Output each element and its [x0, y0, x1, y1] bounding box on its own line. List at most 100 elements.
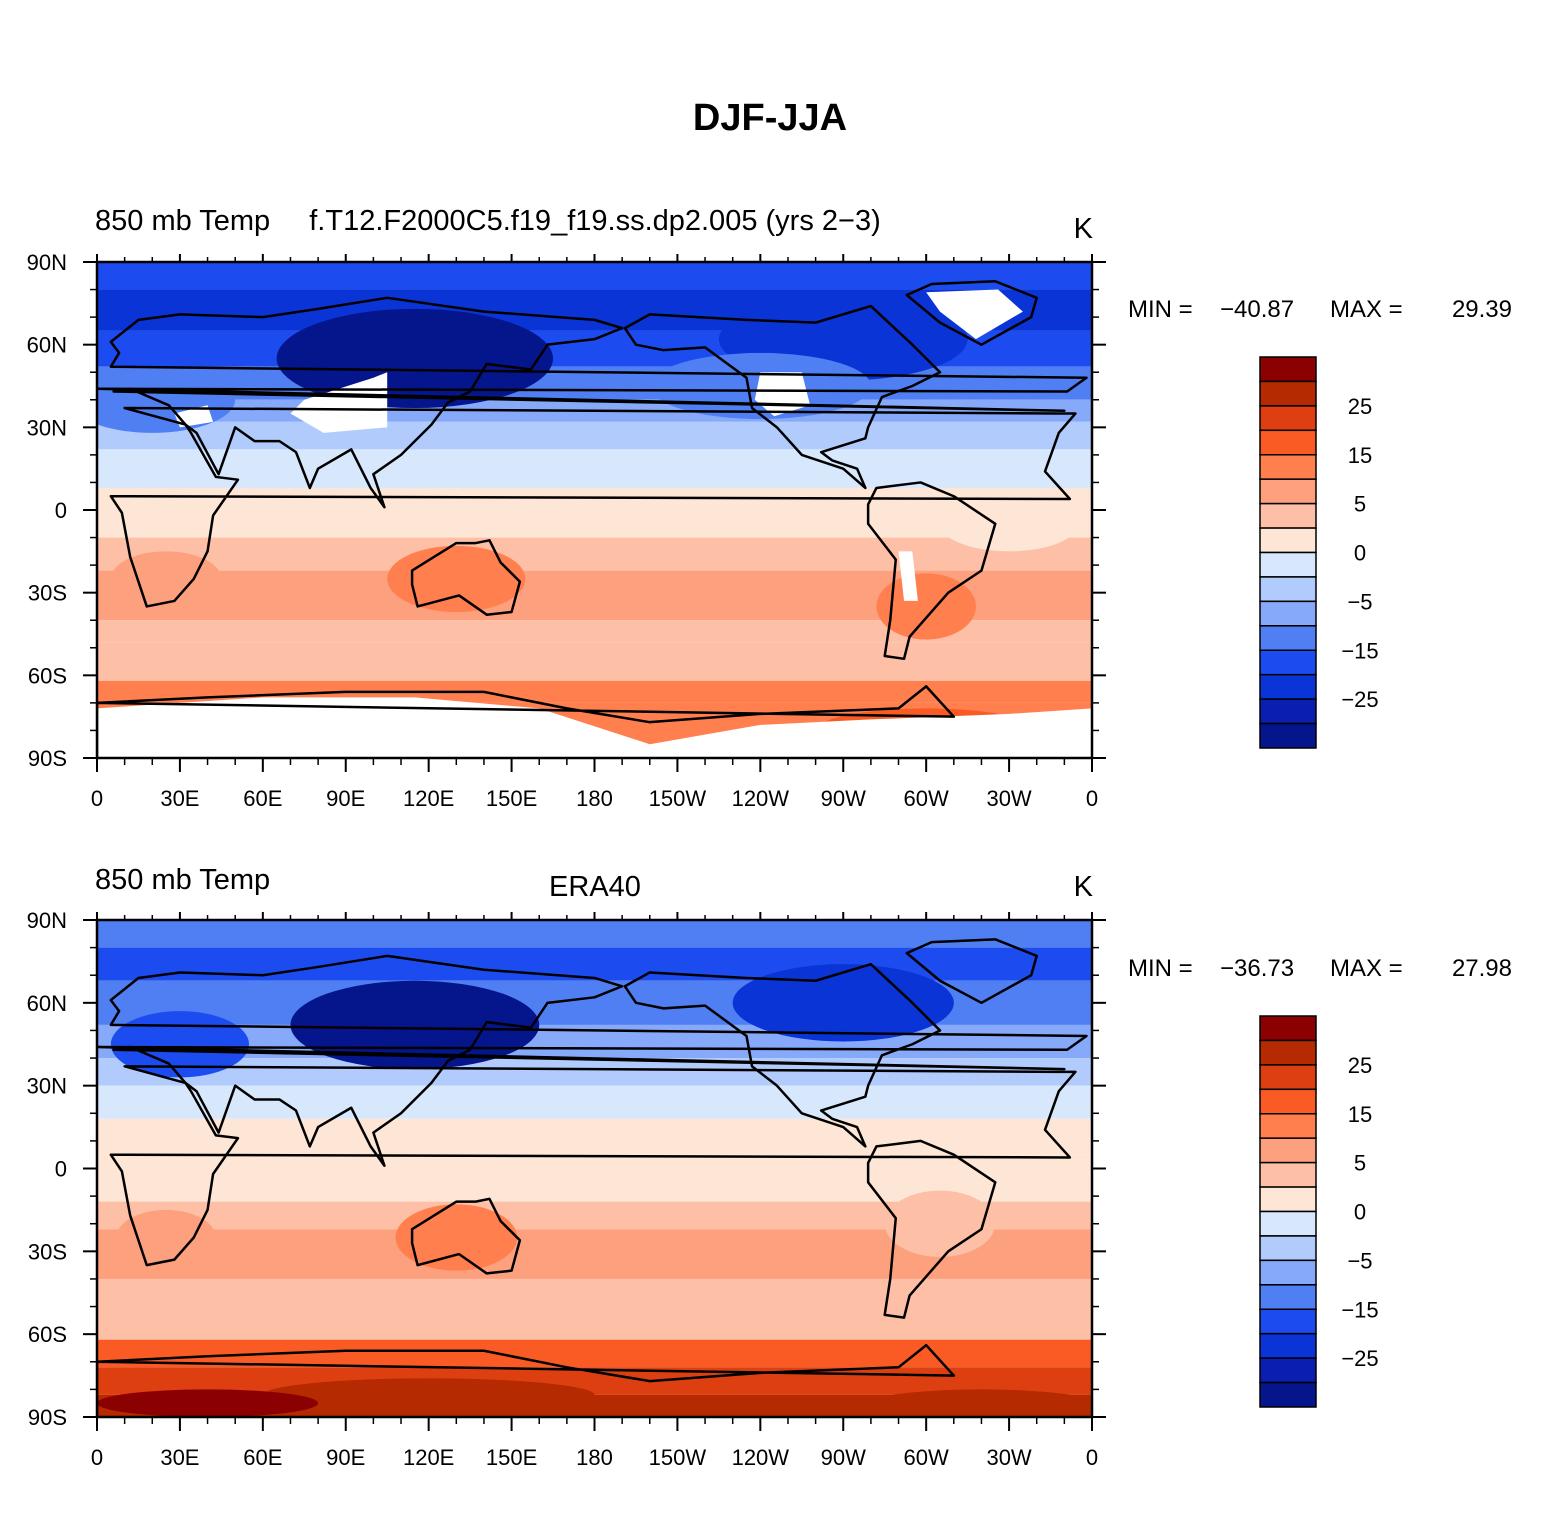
missing-data-region	[898, 551, 918, 601]
missing-data-region	[926, 289, 1023, 340]
y-tick-label: 90S	[28, 746, 67, 771]
panel-left-label: 850 mb Temp	[95, 864, 270, 896]
coastline-africa	[109, 406, 1077, 608]
colorbar-swatch	[1259, 1137, 1317, 1164]
y-tick-label: 90N	[27, 250, 67, 275]
coastline-australia	[410, 1197, 522, 1275]
temperature-band	[97, 642, 1092, 681]
temperature-band	[97, 680, 1092, 703]
max-label: MAX =	[1330, 955, 1403, 982]
temperature-band	[97, 1085, 1092, 1119]
colorbar-label: 0	[1354, 541, 1366, 566]
colorbar-swatch	[1259, 454, 1317, 480]
colorbar-label: 5	[1354, 1151, 1366, 1176]
min-max-stats: MIN = −40.87 MAX = 29.39	[1128, 296, 1512, 323]
colorbar-swatch	[1259, 1210, 1317, 1237]
x-tick-label: 60W	[904, 1445, 949, 1470]
colorbar-swatch	[1259, 405, 1317, 432]
coastline-greenland	[905, 938, 1038, 1005]
x-tick-label: 0	[1086, 1445, 1098, 1470]
temperature-band	[97, 537, 1092, 571]
temperature-band	[97, 920, 1092, 948]
coastline-greenland	[905, 280, 1038, 346]
x-tick-label: 120E	[403, 1445, 454, 1470]
panel-units-label: K	[1074, 213, 1094, 245]
colorbar-label: −25	[1341, 687, 1378, 712]
colorbar-swatch	[1259, 1308, 1317, 1335]
colorbar-swatch	[1259, 1064, 1317, 1091]
coastline-eurasia	[97, 296, 1088, 509]
colorbar-label: −25	[1341, 1346, 1378, 1371]
temperature-anomaly	[732, 964, 954, 1042]
colorbar-swatch	[1259, 551, 1317, 578]
x-tick-label: 30W	[986, 786, 1031, 811]
colorbar-swatch	[1259, 380, 1317, 407]
y-tick-label: 0	[55, 1157, 67, 1182]
colorbar-label: 0	[1354, 1200, 1366, 1225]
panel-left-label: 850 mb Temp	[95, 205, 270, 237]
min-label: MIN =	[1128, 955, 1193, 982]
coastline-namerica	[623, 304, 942, 490]
temperature-anomaly	[884, 1190, 996, 1257]
colorbar-swatch	[1259, 1357, 1317, 1384]
temperature-map	[97, 262, 1092, 758]
x-tick-label: 90W	[821, 786, 866, 811]
x-tick-label: 120W	[732, 1445, 790, 1470]
colorbar-swatch	[1259, 1235, 1317, 1262]
map-axes: 0 30E 60E 90E 120E 150E 180 150W 120W 90W 60W 30W 09…	[27, 250, 1106, 811]
coastline-samerica	[866, 1139, 997, 1319]
x-tick-label: 180	[576, 1445, 613, 1470]
colorbar-swatch	[1259, 429, 1317, 456]
colorbar-label: −5	[1347, 589, 1372, 614]
coastline-australia	[410, 539, 522, 616]
y-tick-label: 0	[55, 498, 67, 523]
temperature-band	[97, 1278, 1092, 1307]
x-tick-label: 60E	[243, 786, 282, 811]
colorbar-label: 5	[1354, 492, 1366, 517]
colorbar-label: −5	[1347, 1248, 1372, 1273]
colorbar-label: −15	[1341, 638, 1378, 663]
y-tick-label: 30S	[28, 581, 67, 606]
x-tick-label: 30E	[160, 786, 199, 811]
panel-observed: 850 mb Temp ERA40 K 0 30E 60E 90E 120E 150E 18…	[27, 864, 1512, 1470]
colorbar-label: 25	[1348, 394, 1372, 419]
x-tick-label: 60W	[904, 786, 949, 811]
coastline-namerica	[623, 962, 942, 1148]
colorbar-label: −15	[1341, 1297, 1378, 1322]
min-value: −40.87	[1220, 296, 1294, 323]
colorbar-swatch	[1259, 625, 1317, 651]
x-tick-label: 30E	[160, 1445, 199, 1470]
temperature-band	[97, 620, 1092, 643]
y-tick-label: 30S	[28, 1239, 67, 1264]
colorbar: 25 15 5 0 −5 −15 −25	[1259, 1015, 1379, 1408]
coastline-africa	[109, 1065, 1077, 1267]
x-tick-label: 180	[576, 786, 613, 811]
x-tick-label: 150W	[649, 1445, 707, 1470]
temperature-anomaly	[262, 1378, 595, 1412]
colorbar-swatch	[1259, 1161, 1317, 1188]
colorbar-swatch	[1259, 1113, 1317, 1139]
panel-model: 850 mb Temp f.T12.F2000C5.f19_f19.ss.dp2…	[27, 205, 1512, 811]
temperature-map	[97, 920, 1092, 1417]
max-value: 27.98	[1452, 955, 1512, 982]
temperature-anomaly	[395, 1204, 518, 1271]
x-tick-label: 90E	[326, 786, 365, 811]
min-label: MIN =	[1128, 296, 1193, 323]
x-tick-label: 120E	[403, 786, 454, 811]
x-tick-label: 0	[91, 786, 103, 811]
panel-center-label: f.T12.F2000C5.f19_f19.ss.dp2.005 (yrs 2−…	[309, 205, 880, 237]
x-tick-label: 150E	[486, 786, 537, 811]
panel-center-label: ERA40	[549, 871, 641, 903]
colorbar-swatch	[1259, 673, 1317, 700]
y-tick-label: 60N	[27, 333, 67, 358]
y-tick-label: 60S	[28, 663, 67, 688]
min-max-stats: MIN = −36.73 MAX = 27.98	[1128, 955, 1512, 982]
x-tick-label: 90W	[821, 1445, 866, 1470]
colorbar-swatch	[1259, 527, 1317, 554]
colorbar-swatch	[1259, 1186, 1317, 1213]
coastline-samerica	[866, 481, 997, 661]
y-tick-label: 90N	[27, 908, 67, 933]
y-tick-label: 90S	[28, 1405, 67, 1430]
temperature-band	[97, 262, 1092, 290]
